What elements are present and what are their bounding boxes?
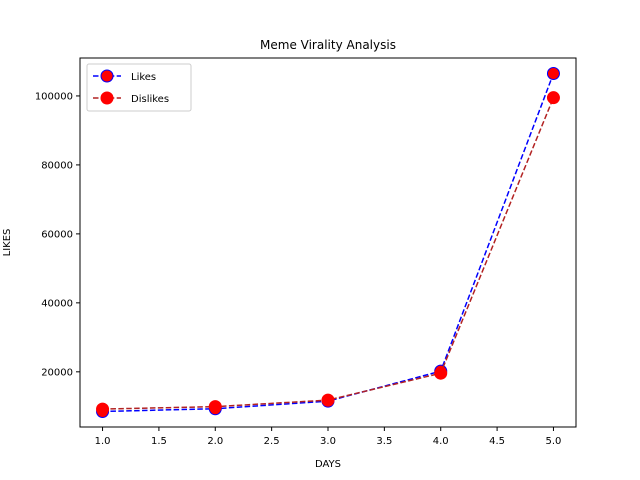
legend: Likes Dislikes [86,63,192,112]
data-point-dislikes [96,402,110,416]
y-tick-label: 40000 [41,298,73,309]
x-tick-label: 3.0 [320,436,336,447]
x-tick-label: 2.0 [207,436,223,447]
legend-label-dislikes: Dislikes [131,94,169,105]
legend-marker-dislikes [100,91,114,105]
x-tick-label: 1.5 [151,436,167,447]
y-tick-label: 60000 [41,229,73,240]
x-tick-label: 3.5 [376,436,392,447]
data-point-dislikes [434,366,448,380]
data-point-likes [546,67,560,81]
x-tick-label: 2.5 [264,436,280,447]
data-point-dislikes [546,91,560,105]
x-axis: 1.0 1.5 2.0 2.5 3.0 3.5 4.0 4.5 5.0 [95,427,562,447]
x-tick-label: 4.0 [433,436,449,447]
legend-label-likes: Likes [131,72,156,83]
x-axis-label: DAYS [315,459,341,470]
chart-title: Meme Virality Analysis [260,38,396,52]
data-point-dislikes [321,393,335,407]
y-axis: 20000 40000 60000 80000 100000 [35,91,80,378]
y-axis-label: LIKES [2,229,13,257]
y-tick-label: 20000 [41,367,73,378]
x-tick-label: 4.5 [489,436,505,447]
x-tick-label: 1.0 [95,436,111,447]
data-point-dislikes [208,400,222,414]
y-tick-label: 80000 [41,160,73,171]
legend-marker-likes [100,69,114,83]
x-tick-label: 5.0 [546,436,562,447]
plot-area [96,67,560,418]
y-tick-label: 100000 [35,91,73,102]
